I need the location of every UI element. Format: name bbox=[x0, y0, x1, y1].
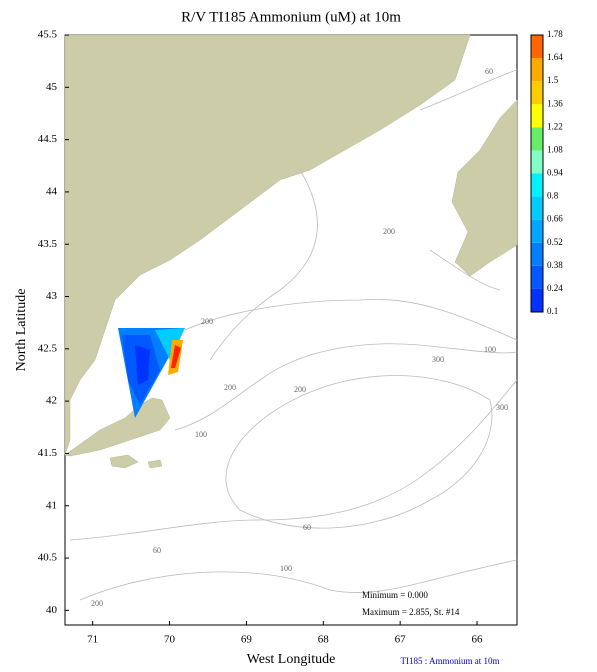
colorbar-label: 0.24 bbox=[547, 283, 563, 293]
y-tick-label: 43 bbox=[46, 290, 58, 302]
contour-label: 60 bbox=[485, 67, 493, 76]
field-patch bbox=[155, 328, 185, 360]
contour-line bbox=[209, 169, 318, 361]
colorbar-swatch bbox=[531, 196, 543, 220]
y-tick-label: 45 bbox=[46, 81, 58, 93]
footer-label: TI185 : Ammonium at 10m bbox=[401, 656, 500, 666]
colorbar-label: 1.78 bbox=[547, 29, 563, 39]
colorbar-label: 1.22 bbox=[547, 121, 563, 131]
contour-label: 200 bbox=[383, 227, 395, 236]
colorbar-swatch bbox=[531, 104, 543, 128]
y-tick-label: 40 bbox=[46, 604, 58, 616]
contour-label: 200 bbox=[201, 317, 213, 326]
x-tick-label: 67 bbox=[395, 634, 407, 646]
island bbox=[109, 454, 139, 469]
x-tick-label: 68 bbox=[318, 634, 330, 646]
colorbar-swatch bbox=[531, 242, 543, 266]
contour-label: 60 bbox=[153, 546, 161, 555]
contours bbox=[69, 69, 518, 601]
colorbar-frame bbox=[530, 34, 544, 313]
x-tick-label: 69 bbox=[241, 634, 253, 646]
mainland bbox=[64, 34, 471, 456]
nova-scotia bbox=[451, 99, 518, 277]
colorbar-label: 1.36 bbox=[547, 98, 563, 108]
y-tick-label: 43.5 bbox=[38, 238, 58, 250]
x-tick-label: 70 bbox=[164, 634, 176, 646]
colorbar-swatch bbox=[531, 265, 543, 289]
contour-line bbox=[184, 298, 518, 341]
colorbar-swatch bbox=[531, 58, 543, 82]
colorbar-swatch bbox=[531, 150, 543, 174]
colorbar-label: 1.5 bbox=[547, 75, 559, 85]
colorbar-swatch bbox=[531, 219, 543, 243]
colorbar-label: 1.64 bbox=[547, 52, 563, 62]
contour-line bbox=[69, 379, 518, 541]
y-tick-label: 44.5 bbox=[38, 133, 58, 145]
colorbar-swatch bbox=[531, 81, 543, 105]
contour-label: 100 bbox=[195, 430, 207, 439]
x-tick-label: 71 bbox=[87, 634, 98, 646]
colorbar-label: 0.8 bbox=[547, 191, 559, 201]
contour-label: 200 bbox=[294, 385, 306, 394]
colorbar-swatch bbox=[531, 173, 543, 197]
minimum-label: Minimum = 0.000 bbox=[362, 590, 428, 600]
x-axis-title: West Longitude bbox=[247, 652, 336, 667]
contour-label: 300 bbox=[496, 403, 508, 412]
colorbar-swatch bbox=[531, 288, 543, 312]
contour-line bbox=[429, 249, 501, 291]
contour-line bbox=[225, 375, 493, 529]
colorbar-label: 0.66 bbox=[547, 214, 563, 224]
contour-label: 300 bbox=[432, 355, 444, 364]
contour-label: 200 bbox=[224, 383, 236, 392]
field-patch bbox=[135, 345, 150, 385]
colorbar-label: 0.38 bbox=[547, 260, 563, 270]
contour-label: 60 bbox=[303, 523, 311, 532]
contour-label: 100 bbox=[484, 345, 496, 354]
field-patch bbox=[171, 345, 181, 368]
x-tick-label: 66 bbox=[472, 634, 484, 646]
contour-line bbox=[79, 559, 518, 601]
colorbar-label: 0.1 bbox=[547, 306, 558, 316]
contour-line bbox=[419, 69, 518, 111]
colorbar-label: 0.94 bbox=[547, 168, 563, 178]
colorbar-swatch bbox=[531, 127, 543, 151]
colorbar-label: 0.52 bbox=[547, 237, 563, 247]
y-tick-label: 41.5 bbox=[38, 447, 58, 459]
contour-line bbox=[174, 343, 518, 431]
contour-label: 100 bbox=[280, 564, 292, 573]
land bbox=[64, 34, 518, 469]
y-tick-label: 41 bbox=[46, 499, 57, 511]
y-axis-title: North Latitude bbox=[14, 289, 29, 372]
ammonium-field bbox=[118, 328, 185, 418]
colorbar-label: 1.08 bbox=[547, 144, 563, 154]
y-tick-label: 45.5 bbox=[38, 29, 58, 41]
colorbar-swatch bbox=[531, 35, 543, 59]
cape-cod bbox=[64, 397, 171, 457]
island bbox=[147, 459, 163, 469]
y-tick-label: 40.5 bbox=[38, 552, 58, 564]
chart-title: R/V TI185 Ammonium (uM) at 10m bbox=[181, 9, 401, 25]
y-tick-label: 44 bbox=[46, 185, 58, 197]
contour-label: 200 bbox=[91, 599, 103, 608]
maximum-label: Maximum = 2.855, St. #14 bbox=[362, 607, 460, 617]
y-tick-label: 42.5 bbox=[38, 342, 58, 354]
y-tick-label: 42 bbox=[46, 395, 57, 407]
